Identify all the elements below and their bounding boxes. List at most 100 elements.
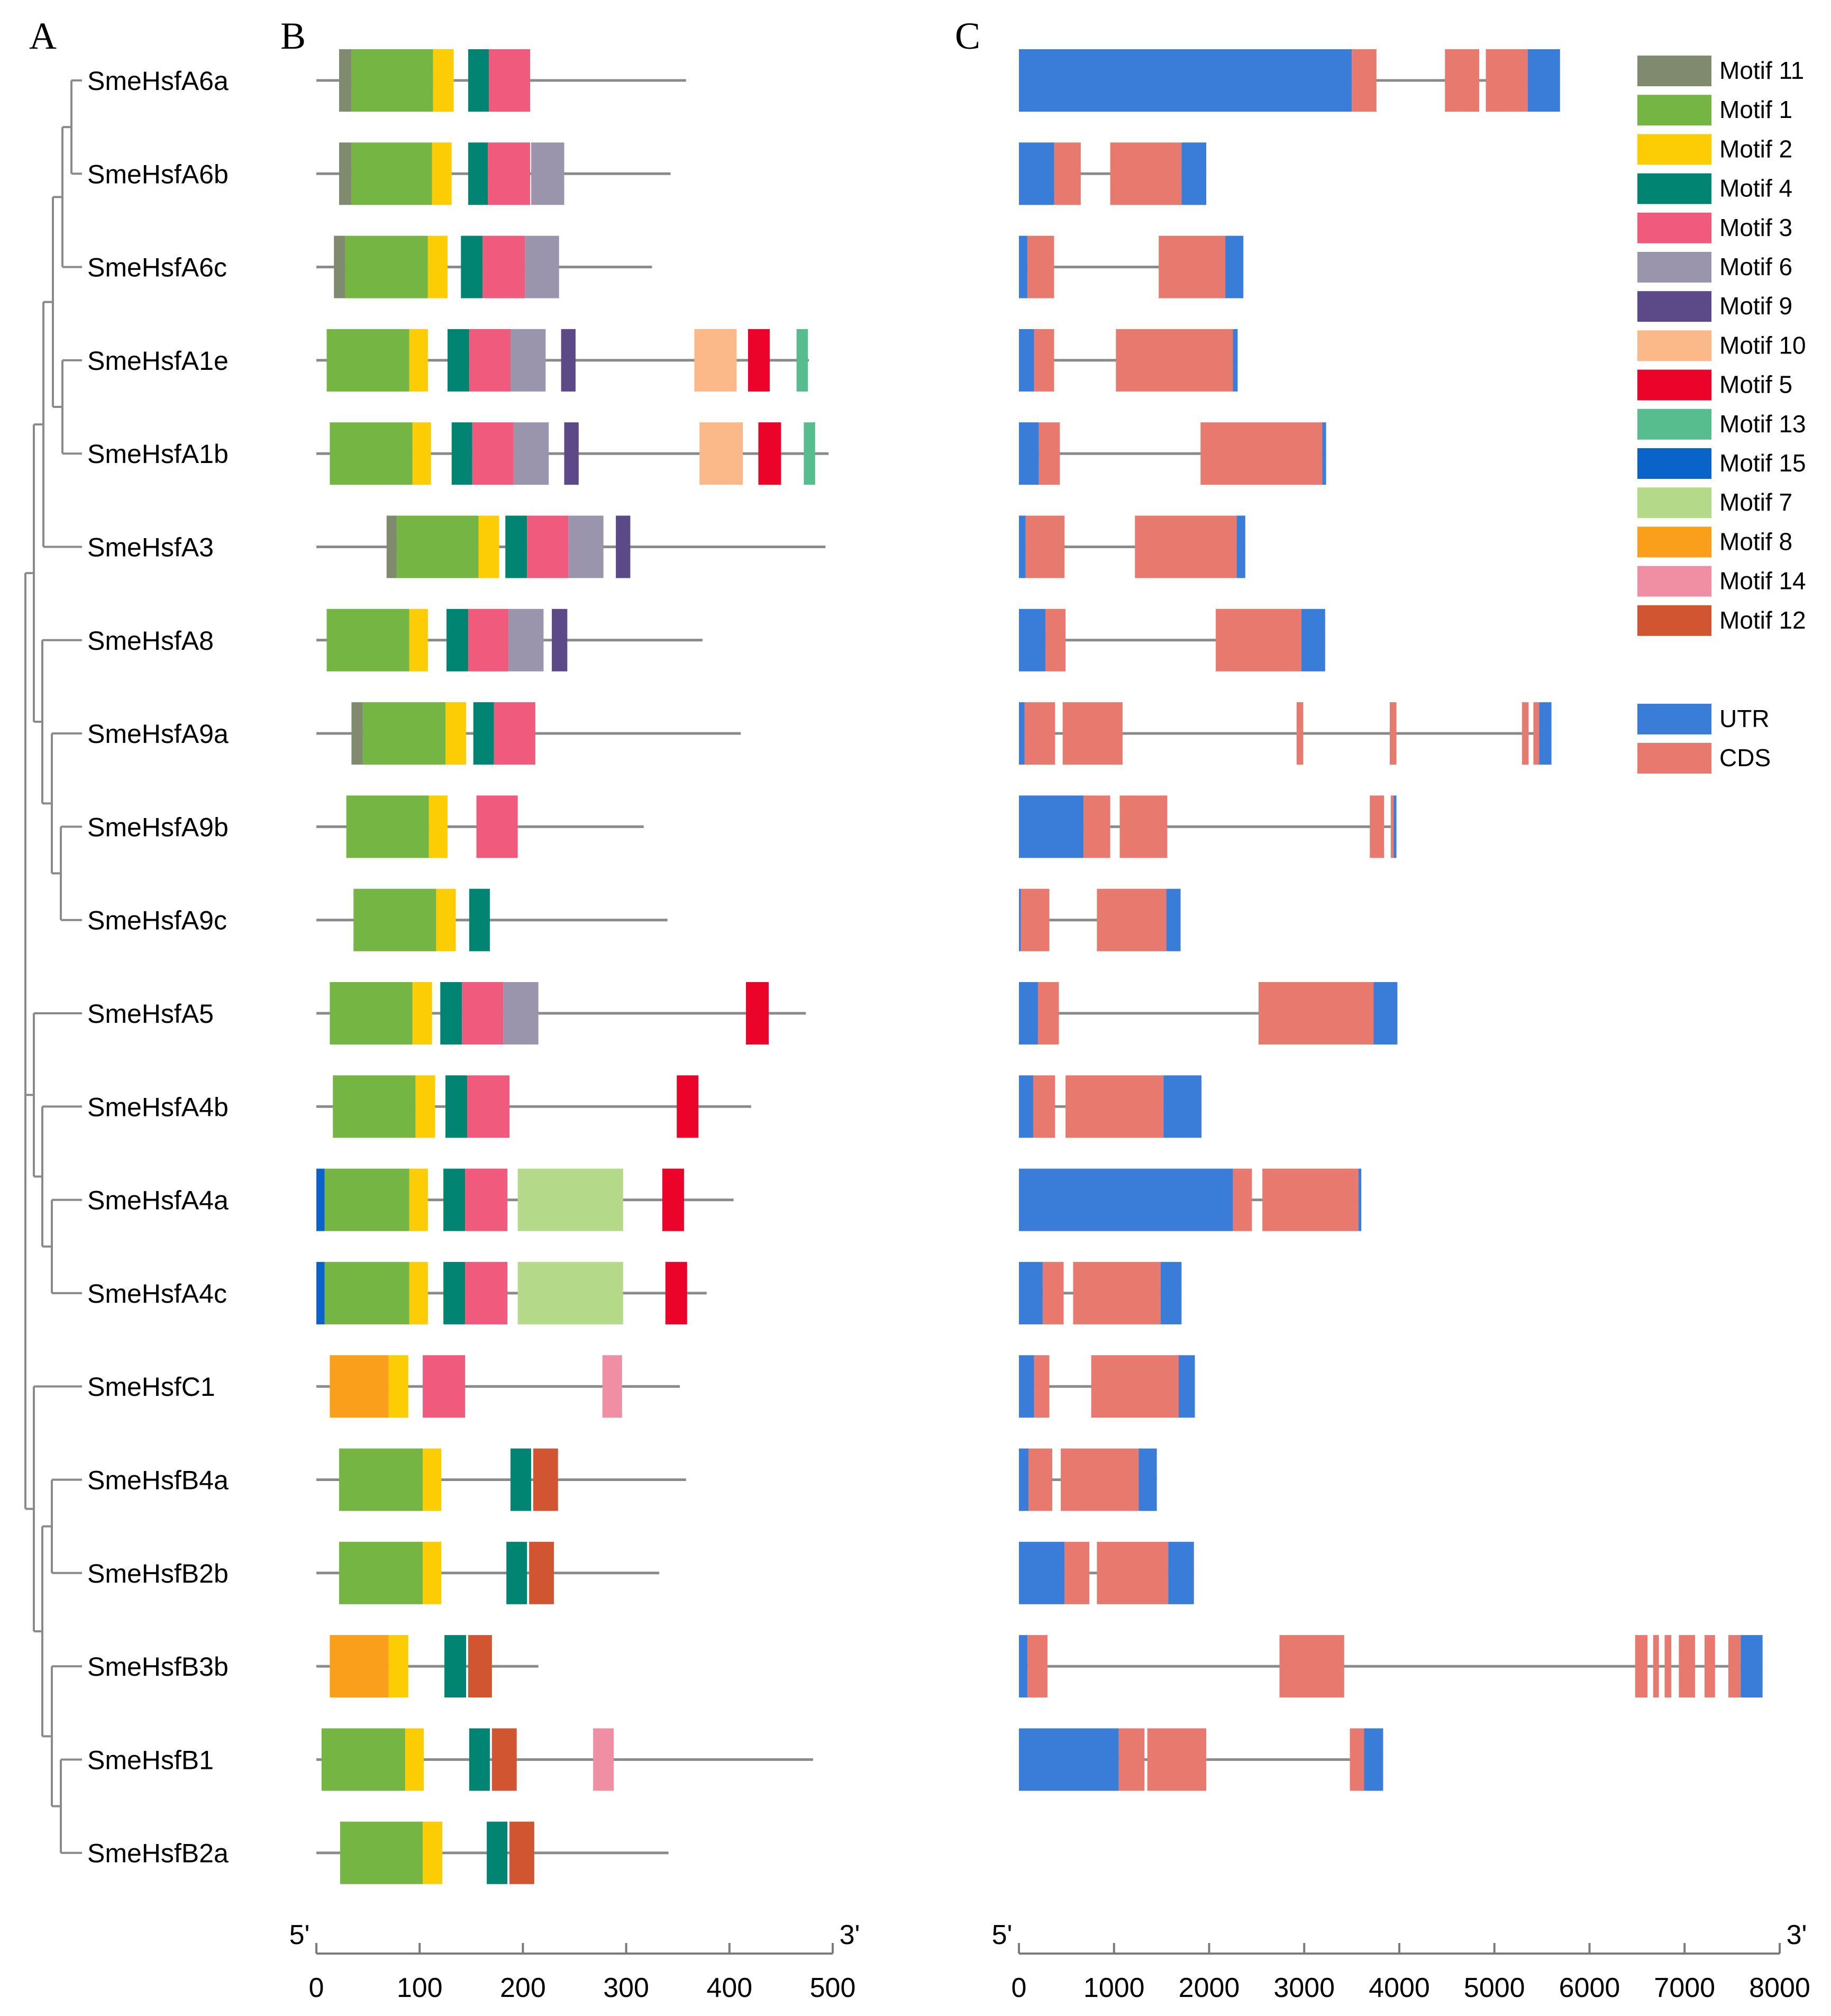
utr-block [1225, 235, 1244, 298]
gene-label-smehsfa1e: SmeHsfA1e [87, 346, 229, 376]
motif-row-smehsfa9a [316, 702, 741, 765]
motif-row-smehsfb4a [316, 1448, 686, 1511]
gene-label-smehsfa4a: SmeHsfA4a [87, 1186, 229, 1215]
gene-label-smehsfa6c: SmeHsfA6c [87, 253, 227, 283]
cds-block [1061, 1448, 1139, 1511]
motif-block-motif-3 [494, 702, 535, 765]
legend-swatch [1637, 487, 1711, 519]
gene-label-smehsfb4a: SmeHsfB4a [87, 1466, 229, 1495]
legend-item-cds: CDS [1637, 743, 1771, 774]
utr-block [1019, 422, 1039, 485]
legend-item-motif-9: Motif 9 [1637, 291, 1792, 322]
utr-block [1019, 888, 1021, 951]
cds-block [1027, 235, 1054, 298]
cds-block [1021, 888, 1050, 951]
utr-block [1019, 515, 1026, 578]
legend-item-motif-15: Motif 15 [1637, 448, 1806, 479]
structure-row-smehsfa9a [1019, 702, 1552, 765]
gene-label-smehsfb2b: SmeHsfB2b [87, 1559, 229, 1588]
motif-row-smehsfa9b [316, 795, 644, 858]
motif-row-smehsfa4b [316, 1075, 751, 1138]
structure-row-smehsfa6c [1019, 235, 1244, 298]
cds-block [1091, 1355, 1179, 1418]
motif-row-smehsfc1 [316, 1355, 680, 1418]
motif-block-motif-15 [316, 1261, 325, 1324]
motif-row-smehsfa6a [316, 49, 686, 112]
motif-block-motif-2 [445, 702, 467, 765]
legend-swatch [1637, 252, 1711, 283]
motif-block-motif-9 [552, 609, 568, 671]
motif-block-motif-2 [409, 1168, 428, 1231]
motif-block-motif-1 [330, 982, 413, 1045]
tick-label: 5000 [1464, 1973, 1525, 2003]
utr-block [1019, 795, 1084, 858]
motif-block-motif-12 [491, 1728, 517, 1791]
motif-block-motif-3 [527, 515, 569, 578]
legend-swatch [1637, 526, 1711, 558]
motif-row-smehsfa3 [316, 515, 826, 578]
motif-block-motif-12 [533, 1448, 558, 1511]
tick-label: 0 [309, 1973, 324, 2003]
legend-label: Motif 14 [1719, 567, 1806, 595]
motif-row-smehsfa8 [316, 609, 703, 671]
motif-block-motif-3 [467, 1075, 510, 1138]
tick-label: 100 [397, 1973, 443, 2003]
cds-block [1486, 49, 1528, 112]
motif-block-motif-2 [432, 142, 452, 205]
gene-label-smehsfa4c: SmeHsfA4c [87, 1279, 227, 1309]
motif-block-motif-1 [339, 1541, 423, 1604]
gene-label-smehsfa1b: SmeHsfA1b [87, 439, 229, 469]
legend-swatch [1637, 566, 1711, 597]
legend-item-motif-13: Motif 13 [1637, 408, 1806, 440]
legend-item-motif-1: Motif 1 [1637, 95, 1792, 126]
motif-block-motif-2 [429, 795, 448, 858]
motif-block-motif-4 [446, 609, 468, 671]
tick-label: 1000 [1083, 1973, 1145, 2003]
motif-block-motif-3 [488, 49, 531, 112]
structure-axis: 0 1000 2000 3000 4000 5000 6000 7000 8000 5' 3' [992, 1920, 1810, 2003]
structure-row-smehsfa4c [1019, 1261, 1182, 1324]
tick-label: 400 [706, 1973, 752, 2003]
cds-block [1233, 1168, 1252, 1231]
motif-block-motif-6 [531, 142, 564, 205]
cds-block [1258, 982, 1374, 1045]
utr-block [1019, 49, 1352, 112]
cds-block [1042, 1261, 1064, 1324]
gene-label-smehsfa9a: SmeHsfA9a [87, 719, 229, 749]
gene-label-smehsfb1: SmeHsfB1 [87, 1745, 214, 1775]
tick-label: 7000 [1654, 1973, 1715, 2003]
motif-block-motif-1 [346, 795, 429, 858]
cds-block [1370, 795, 1384, 858]
legend-swatch [1637, 173, 1711, 204]
tick-label: 0 [1012, 1973, 1027, 2003]
motif-block-motif-4 [510, 1448, 532, 1511]
gene-labels: SmeHsfA6a SmeHsfA6b SmeHsfA6c SmeHsfA1e SmeH… [87, 66, 229, 1868]
motif-block-motif-4 [469, 888, 490, 951]
utr-block [1019, 1541, 1065, 1604]
motif-block-motif-6 [568, 515, 604, 578]
cds-block [1024, 702, 1055, 765]
tick-label: 300 [603, 1973, 649, 2003]
utr-block [1393, 795, 1397, 858]
legend-swatch [1637, 291, 1711, 322]
legend: Motif 11 Motif 1 Motif 2 Motif 4 Motif 3 Moti… [1637, 56, 1806, 774]
motif-diagram [316, 49, 829, 1884]
motif-block-motif-12 [529, 1541, 554, 1604]
motif-block-motif-2 [423, 1448, 442, 1511]
legend-swatch [1637, 605, 1711, 636]
motif-block-motif-5 [677, 1075, 699, 1138]
motif-row-smehsfb2b [316, 1541, 660, 1604]
motif-block-motif-1 [340, 1821, 423, 1884]
structure-row-smehsfa4a [1019, 1168, 1362, 1231]
tick-label: 2000 [1179, 1973, 1240, 2003]
structure-row-smehsfa1e [1019, 329, 1238, 392]
structure-row-smehsfa1b [1019, 422, 1326, 485]
motif-row-smehsfa5 [316, 982, 806, 1045]
motif-block-motif-4 [506, 1541, 527, 1604]
motif-block-motif-3 [472, 422, 514, 485]
motif-block-motif-12 [468, 1635, 492, 1698]
legend-item-utr: UTR [1637, 704, 1770, 734]
motif-block-motif-6 [508, 609, 544, 671]
cds-block [1116, 329, 1233, 392]
utr-block [1233, 329, 1238, 392]
